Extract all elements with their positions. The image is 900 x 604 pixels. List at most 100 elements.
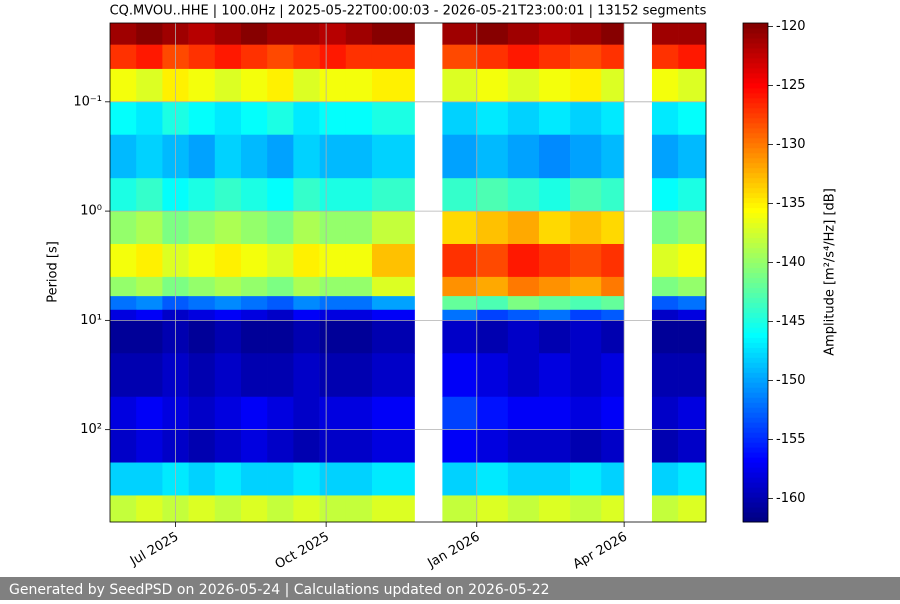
colorbar-segment xyxy=(743,417,768,423)
heatmap-cell xyxy=(188,44,216,70)
heatmap-cell xyxy=(476,276,509,297)
colorbar-segment xyxy=(743,127,768,134)
heatmap-cell xyxy=(136,243,163,278)
heatmap-cell xyxy=(570,243,602,278)
chart-title: CQ.MVOU..HHE | 100.0Hz | 2025-05-22T00:0… xyxy=(110,4,707,19)
heatmap-cell xyxy=(601,396,625,430)
heatmap-cell xyxy=(293,462,320,496)
colorbar-segment xyxy=(743,92,768,99)
heatmap-cell xyxy=(507,243,540,278)
heatmap-cell xyxy=(507,276,540,297)
heatmap-cell xyxy=(345,178,373,212)
colorbar-segment xyxy=(743,492,768,498)
heatmap-cell xyxy=(214,68,242,103)
colorbar-segment xyxy=(743,367,768,373)
heatmap-cell xyxy=(371,178,415,212)
colorbar-segment xyxy=(743,337,768,343)
heatmap-cell xyxy=(442,243,478,278)
colorbar-segment xyxy=(743,392,768,398)
heatmap-cell xyxy=(214,296,242,311)
heatmap-cell xyxy=(188,462,216,496)
heatmap-cell xyxy=(267,462,294,496)
heatmap-cell xyxy=(188,495,216,523)
heatmap-cell xyxy=(345,353,373,398)
heatmap-cell xyxy=(345,396,373,430)
heatmap-cell xyxy=(507,353,540,398)
heatmap-cell xyxy=(267,101,294,136)
heatmap-cell xyxy=(319,296,347,311)
heatmap-cell xyxy=(293,211,320,245)
heatmap-cell xyxy=(442,396,478,430)
colorbar-segment xyxy=(743,227,768,234)
heatmap-cell xyxy=(507,495,540,523)
heatmap-cell xyxy=(538,134,571,179)
heatmap-cell xyxy=(476,296,509,311)
heatmap-cell xyxy=(188,309,216,321)
heatmap-cell xyxy=(319,276,347,297)
y-tick-label: 10² xyxy=(80,422,102,437)
colorbar-segment xyxy=(743,142,768,149)
colorbar-segment xyxy=(743,52,768,59)
heatmap-cell xyxy=(570,396,602,430)
heatmap-cell xyxy=(442,211,478,245)
heatmap-cell xyxy=(267,243,294,278)
y-tick-label: 10¹ xyxy=(80,313,102,328)
heatmap-cell xyxy=(601,211,625,245)
colorbar-segment xyxy=(743,262,768,269)
heatmap-cell xyxy=(601,296,625,311)
heatmap-cell xyxy=(371,353,415,398)
heatmap-cell xyxy=(570,68,602,103)
heatmap-cell xyxy=(651,68,679,103)
colorbar-tick-label: -140 xyxy=(776,255,806,270)
heatmap-cell xyxy=(678,296,707,311)
heatmap-cell xyxy=(570,178,602,212)
colorbar-segment xyxy=(743,157,768,164)
heatmap-cell xyxy=(345,243,373,278)
heatmap-cell xyxy=(293,296,320,311)
colorbar-segment xyxy=(743,107,768,114)
heatmap-cell xyxy=(293,309,320,321)
colorbar-segment xyxy=(743,407,768,413)
colorbar-segment xyxy=(743,42,768,49)
colorbar-segment xyxy=(743,232,768,239)
colorbar-segment xyxy=(743,137,768,144)
heatmap-cell xyxy=(188,178,216,212)
heatmap-cell xyxy=(345,134,373,179)
heatmap-cell xyxy=(507,101,540,136)
colorbar-segment xyxy=(743,47,768,54)
heatmap-cell xyxy=(476,309,509,321)
heatmap-cell xyxy=(570,23,602,45)
heatmap-cell xyxy=(136,44,163,70)
heatmap-cell xyxy=(214,320,242,354)
heatmap-cell xyxy=(371,134,415,179)
heatmap-cell xyxy=(570,134,602,179)
heatmap-cell xyxy=(476,211,509,245)
heatmap-cell xyxy=(240,23,268,45)
colorbar-segment xyxy=(743,207,768,214)
heatmap-cell xyxy=(214,178,242,212)
heatmap-cell xyxy=(507,178,540,212)
heatmap-cell xyxy=(678,495,707,523)
heatmap-cell xyxy=(678,243,707,278)
heatmap-cell xyxy=(267,396,294,430)
heatmap-cell xyxy=(110,44,137,70)
heatmap-cell xyxy=(240,353,268,398)
heatmap-cell xyxy=(293,101,320,136)
heatmap-cell xyxy=(110,309,137,321)
heatmap-cell xyxy=(538,211,571,245)
heatmap-cell xyxy=(267,211,294,245)
colorbar-segment xyxy=(743,117,768,124)
colorbar-segment xyxy=(743,412,768,418)
heatmap-cell xyxy=(267,178,294,212)
heatmap-cell xyxy=(678,68,707,103)
heatmap-cell xyxy=(538,495,571,523)
heatmap-cell xyxy=(188,243,216,278)
heatmap-cell xyxy=(371,462,415,496)
heatmap-cell xyxy=(188,23,216,45)
colorbar-segment xyxy=(743,332,768,338)
heatmap-cell xyxy=(442,296,478,311)
heatmap-cell xyxy=(240,429,268,463)
heatmap-cell xyxy=(442,320,478,354)
heatmap-cell xyxy=(651,495,679,523)
